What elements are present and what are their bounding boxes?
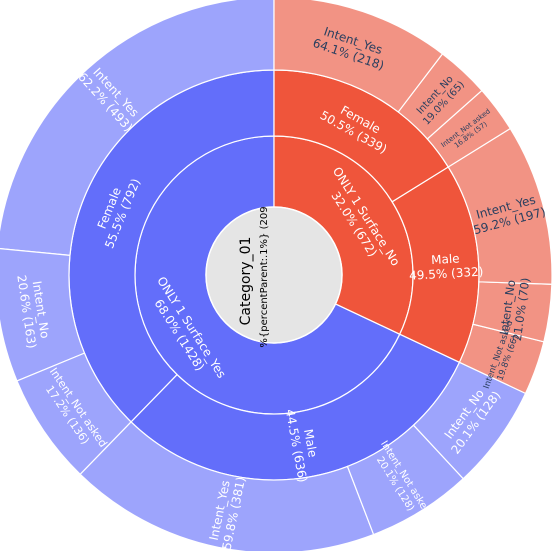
segment-value-no-male: 49.5% (332) xyxy=(409,265,484,283)
center-value: %{percentParent:.1%} (209 xyxy=(259,206,270,347)
segment-yf-yes[interactable] xyxy=(0,0,275,257)
center-disc[interactable] xyxy=(205,206,343,344)
segment-nf-yes[interactable] xyxy=(273,0,444,113)
segment-name-yes-male: Male xyxy=(301,428,320,458)
sunburst-center: Category_01 %{percentParent:.1%} (209 xyxy=(205,206,343,348)
segment-name-no-male: Male xyxy=(431,252,460,268)
center-label: Category_01 xyxy=(238,237,254,326)
segment-label-no-male: Male49.5% (332) xyxy=(408,250,484,283)
